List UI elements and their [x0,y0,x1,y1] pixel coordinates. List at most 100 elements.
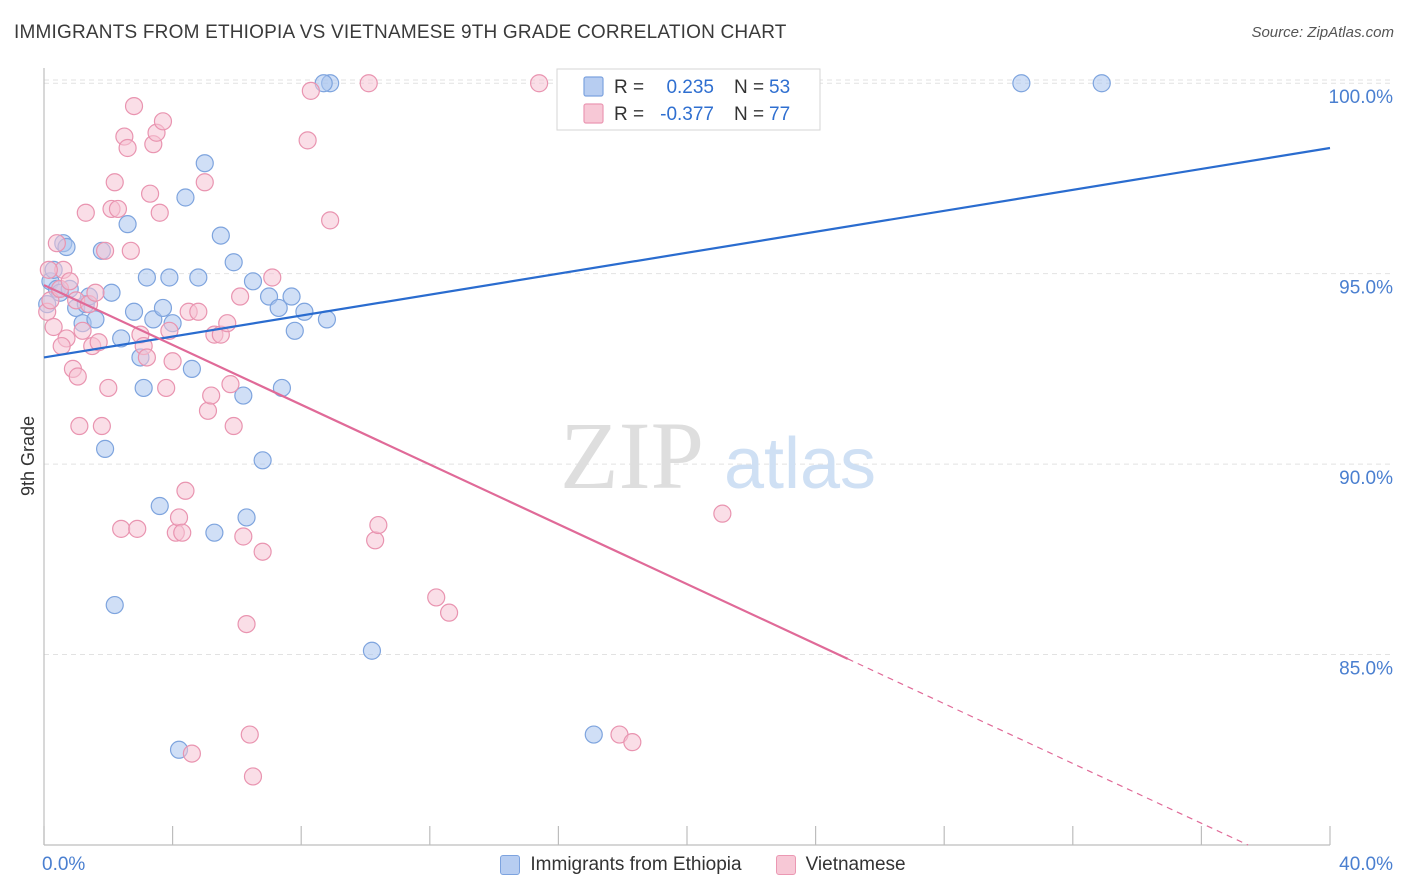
vietnamese-point [92,416,111,436]
grid-layer [44,79,1394,656]
y-tick-label: 90.0% [1339,468,1393,489]
vietnamese-point [195,173,214,192]
vietnamese-point [237,614,256,634]
vietnamese-point [189,302,208,321]
vietnamese-point [713,504,732,523]
ethiopia-point [112,329,131,348]
vietnamese-point [301,81,320,100]
vietnamese-point [243,767,263,786]
y-axis-title: 9th Grade [18,416,38,496]
ethiopia-point [295,302,314,321]
ethiopia-point [86,310,105,329]
vietnamese-point [234,527,253,546]
source-credit: Source: ZipAtlas.com [1251,24,1394,41]
watermark: ZIP atlas [560,402,876,509]
ethiopia-point [102,283,121,302]
ethiopia-point [124,302,144,321]
vietnamese-point [427,588,446,607]
legend-blue-r-value: 0.235 [666,77,714,98]
vietnamese-point [202,386,221,405]
legend-vietnamese-label: Vietnamese [805,854,906,875]
bottom-legend: Immigrants from Ethiopia Vietnamese [0,850,1406,880]
vietnamese-point [68,367,87,386]
legend-ethiopia-label: Immigrants from Ethiopia [530,854,742,875]
vietnamese-point [108,199,128,219]
vietnamese-point [366,531,385,550]
ethiopia-point [195,154,214,173]
vietnamese-point [70,416,89,436]
vietnamese-point [224,416,243,436]
ethiopia-point [224,253,243,272]
ethiopia-point [253,451,272,470]
vietnamese-point [44,317,63,337]
vietnamese-point [73,321,92,340]
vietnamese-point [86,283,105,302]
vietnamese-point [176,481,195,500]
legend-pink-r-value: -0.377 [660,104,714,125]
vietnamese-point [39,260,58,279]
legend-ethiopia-swatch [500,855,521,875]
ethiopia-point [211,226,230,245]
vietnamese-point [47,234,66,253]
vietnamese-point [253,542,272,561]
legend-item-vietnamese[interactable]: Vietnamese [775,854,906,876]
vietnamese-point [263,268,282,287]
vietnamese-point [157,378,176,398]
ethiopia-point [205,523,224,542]
legend-pink-n-value: 77 [769,104,790,125]
ethiopia-point [282,287,301,306]
ethiopia-point [243,272,263,291]
chart-title: IMMIGRANTS FROM ETHIOPIA VS VIETNAMESE 9… [14,22,787,43]
vietnamese-point [121,241,140,260]
vietnamese-point [153,112,173,131]
vietnamese-trendline [43,284,849,660]
ethiopia-point [234,386,253,405]
points-layer [38,74,1111,786]
vietnamese-point [137,348,156,367]
ethiopia-point [269,298,288,318]
ethiopia-point [1092,74,1111,93]
ethiopia-point [150,496,169,516]
vietnamese-point [105,173,124,192]
stats-legend: R = 0.235 N = 53 R = -0.377 N = 77 [556,68,821,131]
axis-layer: 85.0% 90.0% 95.0% 100.0% 0.0% 40.0% 9th Grade [18,68,1393,875]
vietnamese-point [52,336,71,356]
legend-blue-r-label: R = [614,77,644,98]
legend-item-ethiopia[interactable]: Immigrants from Ethiopia [500,854,742,876]
ethiopia-point [182,359,201,378]
x-tick-label-max: 40.0% [1339,854,1393,875]
ethiopia-trendline [43,146,1331,359]
ethiopia-point [105,595,124,615]
vietnamese-point [359,74,378,93]
ethiopia-point [189,268,208,287]
legend-pink-r-label: R = [614,104,644,125]
vietnamese-point [150,203,169,222]
ethiopia-point [584,725,603,744]
legend-blue-swatch [583,76,604,97]
legend-pink-n-label: N = [734,104,764,125]
y-tick-label: 95.0% [1339,278,1393,299]
watermark-atlas: atlas [724,424,876,504]
vietnamese-point [439,603,459,622]
y-tick-label: 100.0% [1329,87,1394,108]
vietnamese-point [99,378,118,398]
legend-blue-n-value: 53 [769,77,790,98]
vietnamese-point [160,321,179,340]
vietnamese-point [140,184,160,203]
y-tick-label: 85.0% [1339,659,1393,680]
ethiopia-point [153,298,173,318]
ethiopia-point [237,508,256,527]
x-tick-label-min: 0.0% [42,854,85,875]
vietnamese-point [118,138,137,158]
trend-layer [43,146,1331,846]
legend-blue-n-label: N = [734,77,764,98]
legend-vietnamese-swatch [775,855,796,875]
ethiopia-point [362,641,382,660]
legend-pink-swatch [583,103,604,124]
vietnamese-point [321,211,340,230]
vietnamese-point [623,733,642,752]
vietnamese-point [89,333,108,352]
vietnamese-point [124,96,144,116]
vietnamese-point [182,744,201,763]
